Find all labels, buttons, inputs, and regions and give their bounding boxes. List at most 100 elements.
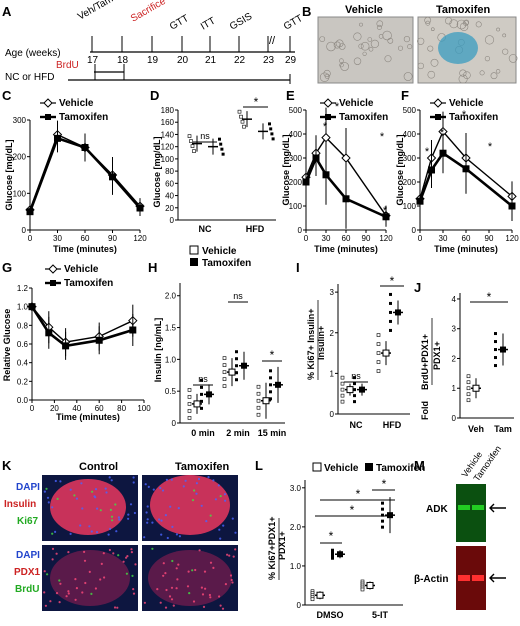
data-point-tamoxifen [269, 369, 272, 373]
ns-label: ns [351, 371, 361, 381]
nucleus [170, 478, 173, 481]
panel-k-nuclei [43, 476, 237, 610]
nucleus [132, 588, 135, 591]
nucleus [207, 476, 210, 479]
data-point-tamoxifen [462, 165, 470, 173]
sig-star: * [488, 141, 493, 153]
nucleus [67, 551, 70, 554]
data-point-tamoxifen [271, 137, 275, 141]
sig-star: * [254, 95, 259, 109]
mean-marker-tamoxifen [500, 346, 506, 353]
ns-label: ns [200, 131, 210, 141]
nucleus [175, 533, 178, 536]
y-tick-label: 100 [289, 202, 303, 211]
data-point-tamoxifen [389, 301, 392, 305]
data-point-tamoxifen [200, 392, 203, 396]
data-point-vehicle [222, 363, 227, 367]
y-tick-label: 3 [452, 325, 457, 334]
y-tick-label: 1.0 [17, 303, 29, 312]
x-tick-label: 90 [362, 234, 371, 243]
tissue-cell [445, 17, 453, 25]
data-point-tamoxifen [331, 554, 334, 558]
nucleus [100, 562, 103, 566]
nucleus [219, 604, 222, 607]
group-label: 15 min [258, 428, 287, 438]
data-point-vehicle [187, 395, 192, 399]
data-point-tamoxifen [302, 178, 310, 186]
data-point-vehicle [187, 409, 192, 413]
nucleus [131, 574, 134, 578]
tissue-cell [479, 70, 485, 76]
nucleus [94, 496, 97, 499]
panel-a: A Age (weeks) NC or HFD BrdU // 17 18 19 20… [2, 0, 305, 84]
nucleus [161, 489, 165, 492]
nucleus [164, 606, 168, 609]
data-point-vehicle [256, 398, 261, 403]
nucleus [209, 514, 212, 517]
data-point-tamoxifen [381, 519, 384, 523]
data-point-vehicle [242, 124, 246, 129]
panel-j-chart: J 0 1 2 3 4 Fold BrdU+PDX1+ PDX1+ Veh Tam * [414, 280, 514, 434]
legend-label-tamoxifen: Tamoxifen [449, 112, 498, 123]
tissue-cell [323, 69, 331, 78]
panel-k-tam-islet [150, 475, 230, 535]
legend-marker-tamoxifen [435, 114, 441, 120]
nucleus [74, 598, 77, 601]
y-tick-label: 500 [403, 106, 417, 115]
nucleus [146, 505, 149, 508]
panel-m-actin-band-veh [458, 575, 470, 581]
legend-marker-vehicle [323, 98, 333, 108]
nucleus [234, 531, 237, 534]
nucleus [51, 558, 54, 561]
nucleus [147, 485, 150, 488]
x-tick-label: 120 [379, 234, 393, 243]
nucleus [151, 521, 154, 524]
nucleus [200, 586, 203, 589]
tissue-cell [417, 62, 424, 70]
nucleus [177, 507, 180, 510]
data-point-tamoxifen [220, 147, 224, 151]
mean-marker-tamoxifen [206, 391, 212, 398]
mean-marker-tamoxifen [337, 551, 343, 558]
nucleus [108, 548, 111, 552]
data-point-tamoxifen [235, 378, 238, 382]
nucleus [118, 518, 121, 521]
nucleus [58, 601, 61, 604]
week-tick-label: 17 [87, 55, 99, 66]
y-tick-label: 0 [22, 226, 27, 235]
stain-bottom-dapi: DAPI [16, 550, 40, 561]
data-point-tamoxifen [235, 371, 238, 375]
x-axis-label: Time (minutes) [314, 244, 378, 254]
data-point-tamoxifen [312, 154, 320, 162]
nucleus [177, 563, 180, 566]
data-point-tamoxifen [269, 376, 272, 380]
y-tick-label: 200 [289, 178, 303, 187]
data-point-vehicle [256, 405, 261, 410]
x-tick-label: 60 [462, 234, 471, 243]
nucleus [191, 499, 195, 502]
panel-a-week-ticks: 17 18 19 20 21 22 23 29 [87, 36, 297, 66]
data-point-vehicle [187, 388, 192, 392]
nucleus [172, 604, 175, 607]
nucleus [109, 508, 112, 511]
panel-a-events: Veh/Tam Sacrifice GTT ITT GSIS GTT [76, 0, 305, 33]
panel-b-letter: B [302, 4, 311, 19]
y-tick-label: 2.0 [165, 292, 177, 301]
nucleus [143, 601, 146, 604]
nucleus [69, 488, 72, 491]
panel-d-letter: D [150, 88, 159, 103]
panel-k-col-tamoxifen: Tamoxifen [175, 461, 229, 473]
data-point-vehicle [376, 351, 381, 355]
x-tick-label: 20 [50, 404, 59, 413]
mean-marker-vehicle [262, 397, 270, 405]
x-tick-label: 0 [28, 234, 33, 243]
nucleus [46, 496, 50, 499]
y-tick-label: 1.2 [17, 284, 29, 293]
x-tick-label: 30 [439, 234, 448, 243]
nucleus [171, 559, 174, 563]
panel-h-letter: H [148, 260, 157, 275]
nucleus [228, 554, 231, 557]
nucleus [156, 588, 159, 591]
data-point-tamoxifen [494, 356, 497, 360]
